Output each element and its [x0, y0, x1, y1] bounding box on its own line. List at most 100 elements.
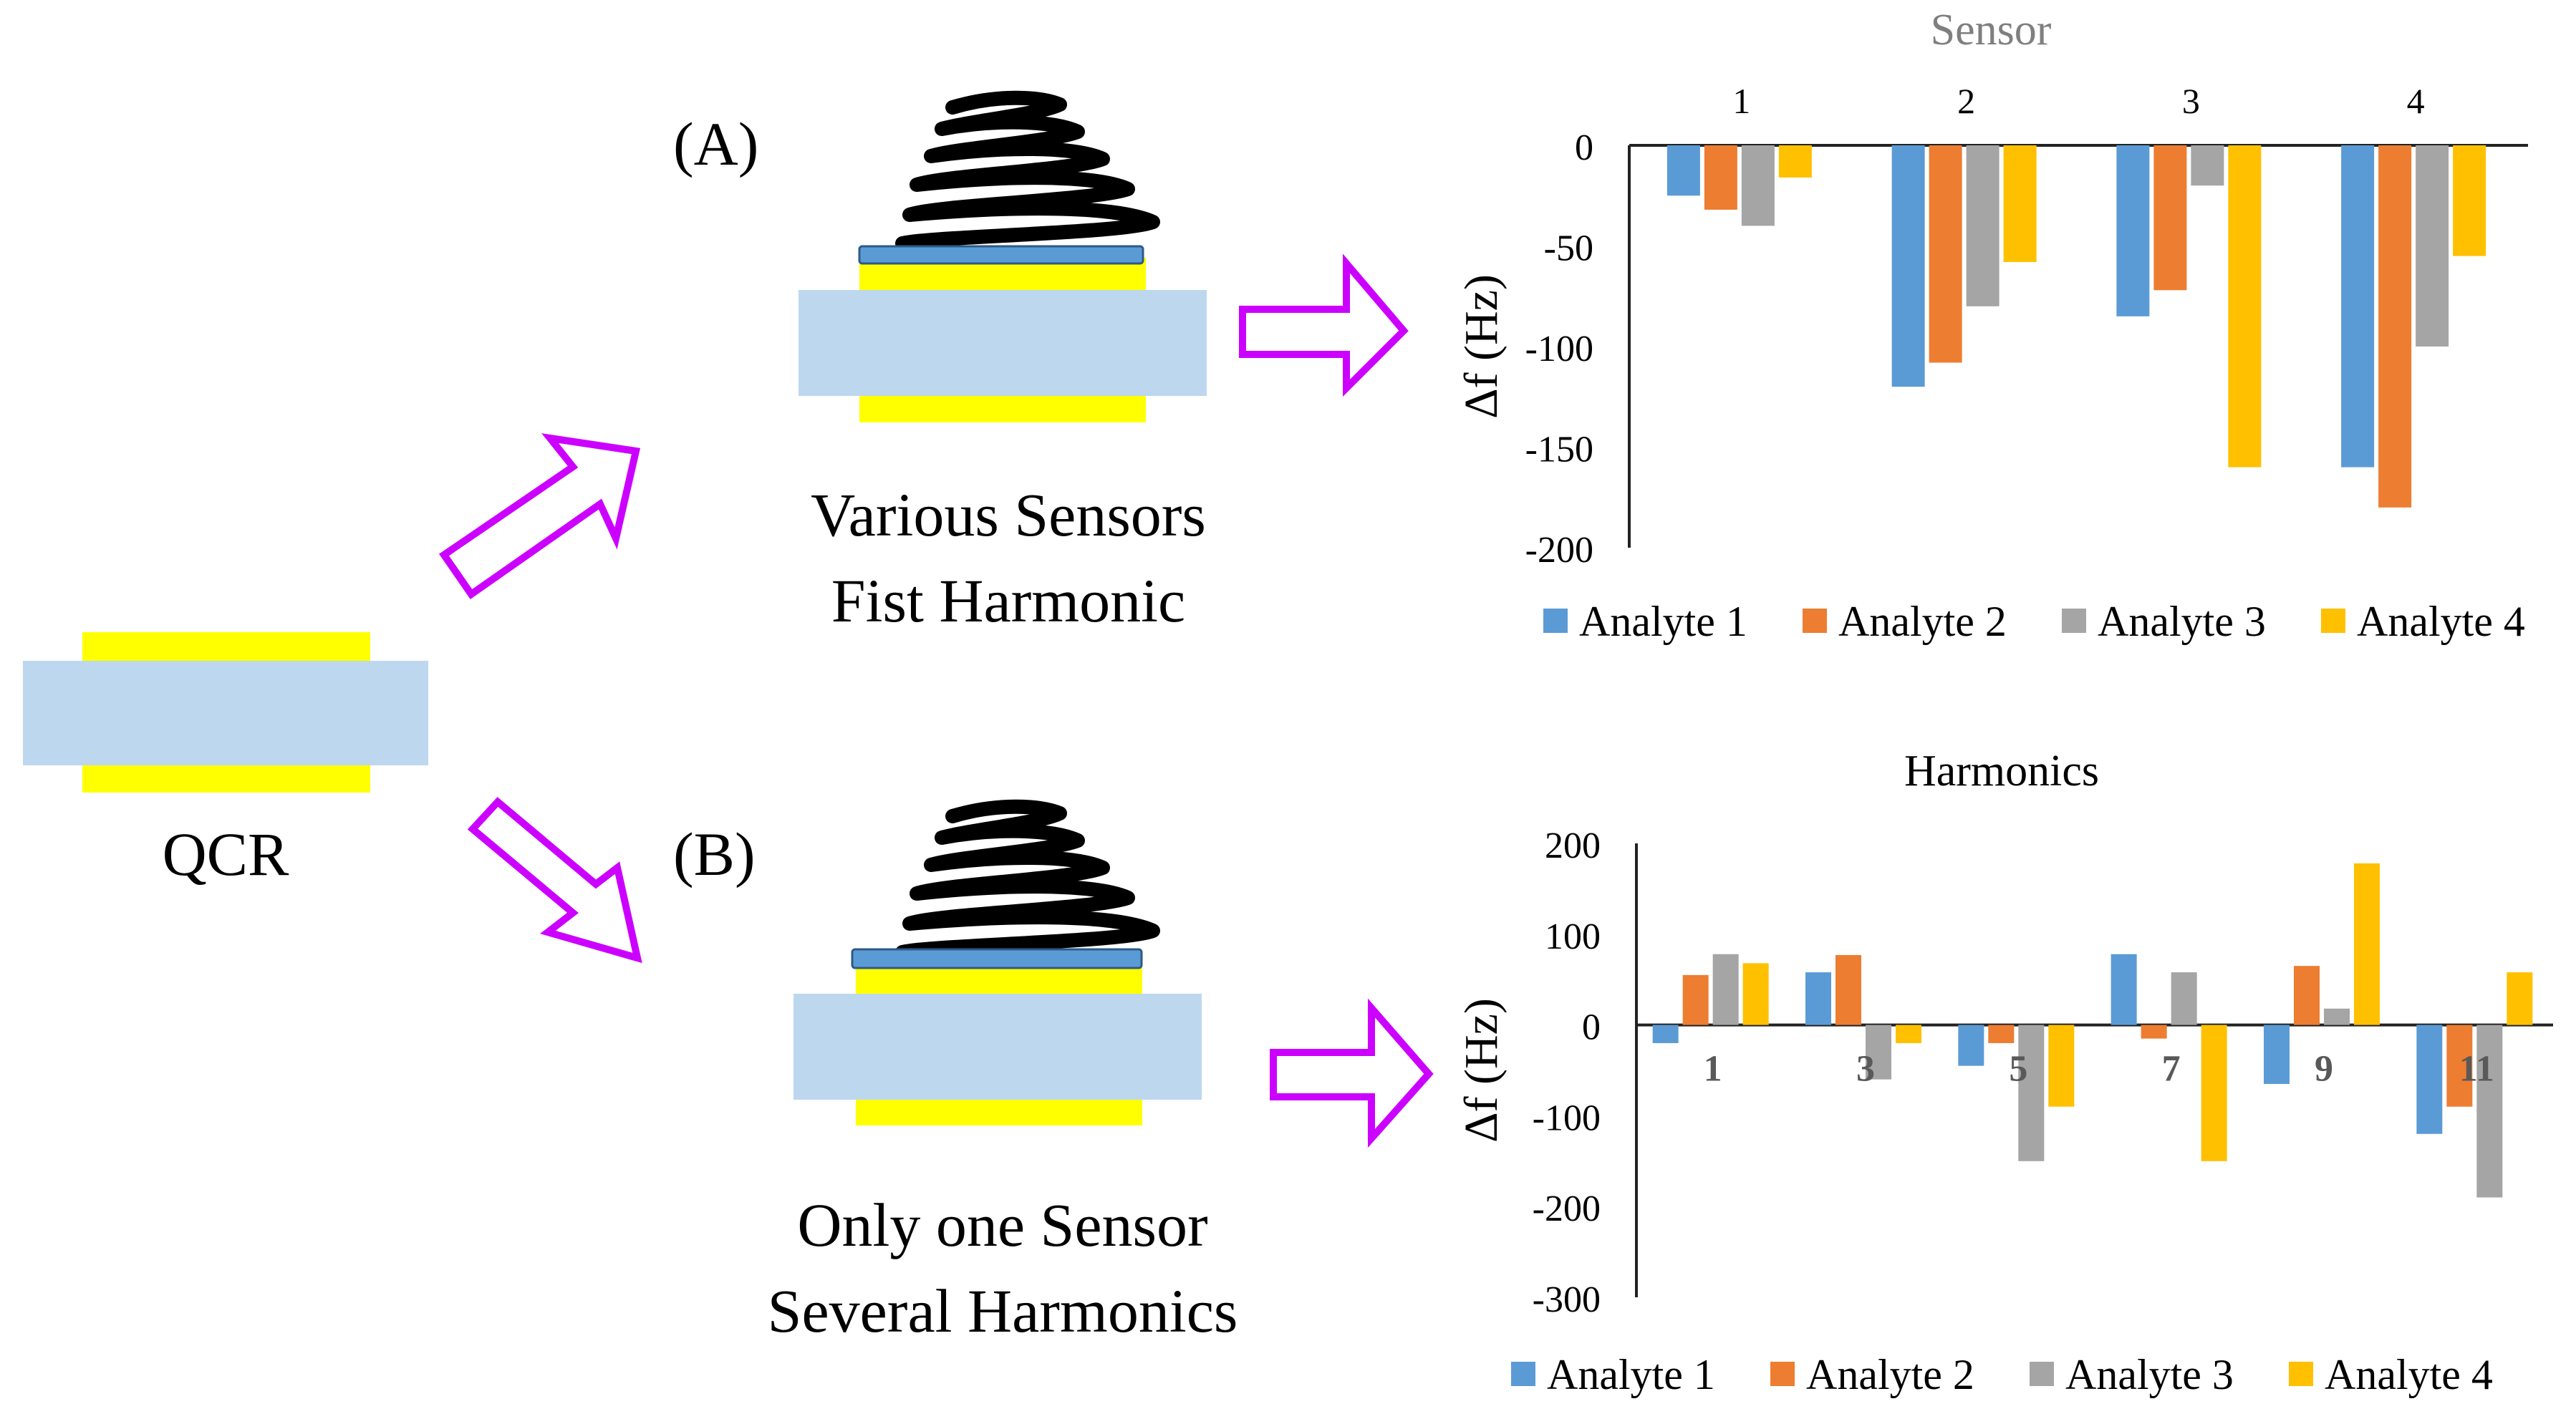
- coil-b-icon: [902, 807, 1153, 952]
- legend-swatch: [1511, 1362, 1535, 1386]
- x-tick-label: 9: [2315, 1049, 2333, 1090]
- arrow-to-panel-a-icon: [439, 433, 641, 599]
- legend-label: Analyte 3: [2065, 1351, 2234, 1398]
- legend-swatch: [1543, 609, 1568, 633]
- chart-title: Sensor: [1931, 6, 2052, 54]
- legend-label: Analyte 4: [2357, 598, 2525, 645]
- y-axis-label: Δf (Hz): [1455, 998, 1508, 1143]
- bar: [2453, 145, 2486, 256]
- legend-swatch: [1803, 609, 1827, 633]
- sensor-a-bottom-electrode: [859, 392, 1146, 422]
- x-tick-label: 3: [1856, 1049, 1875, 1090]
- bar: [2018, 1025, 2045, 1161]
- qcr-bottom-electrode: [82, 762, 370, 793]
- legend-swatch: [2289, 1362, 2313, 1386]
- legend-label: Analyte 4: [2325, 1351, 2493, 1398]
- y-tick-label: 0: [1575, 127, 1593, 168]
- sensor-b: [793, 948, 1202, 1125]
- x-tick-label: 4: [2407, 81, 2425, 121]
- bar: [2153, 145, 2187, 291]
- bar: [2201, 1025, 2227, 1161]
- panel-b-caption-line2: Several Harmonics: [768, 1277, 1238, 1345]
- bar: [2354, 863, 2380, 1025]
- bar: [1896, 1025, 1921, 1043]
- bar: [1988, 1025, 2015, 1043]
- sensor-bar-chart: Sensor 0 -50 -100 -150 -200 Δf (Hz) 1 2 3 4 Analyte…: [1455, 6, 2528, 645]
- bar: [2048, 1025, 2075, 1107]
- bar: [2324, 1008, 2350, 1025]
- bar: [1704, 145, 1737, 210]
- x-tick-label: 1: [1732, 81, 1750, 121]
- bar: [1835, 954, 1861, 1025]
- bar: [1652, 1025, 1679, 1043]
- bar: [1866, 1025, 1891, 1080]
- x-tick-label: 5: [2009, 1049, 2027, 1090]
- bar: [1966, 145, 1999, 306]
- harmonics-bar-chart: Harmonics 200 100 0 -100 -200 -300 Δf (Hz) 1 3 5 7 9…: [1455, 747, 2553, 1398]
- y-axis-label: Δf (Hz): [1455, 274, 1508, 419]
- bar: [2111, 954, 2137, 1025]
- legend-label: Analyte 2: [1838, 598, 2007, 645]
- panel-a-tag: (A): [673, 110, 758, 178]
- bar: [1958, 1025, 1984, 1066]
- bar: [1742, 963, 1769, 1025]
- coil-a-icon: [902, 98, 1153, 243]
- bar: [1929, 145, 1962, 363]
- bar: [2228, 145, 2262, 468]
- bar: [2264, 1025, 2290, 1085]
- sensor-a: [799, 245, 1207, 422]
- bar: [2476, 1025, 2503, 1198]
- x-tick-label: 1: [1704, 1049, 1722, 1090]
- sensor-b-coating: [851, 948, 1143, 969]
- x-tick-label: 2: [1957, 81, 1975, 121]
- panel-a-caption-line1: Various Sensors: [811, 480, 1206, 549]
- bar: [2003, 145, 2037, 262]
- bar: [2341, 145, 2375, 468]
- bar: [2294, 966, 2320, 1025]
- y-tick-label: 100: [1545, 916, 1601, 957]
- y-tick-label: -100: [1525, 329, 1593, 369]
- qcr-label: QCR: [163, 820, 289, 888]
- arrow-to-panel-b-icon: [467, 797, 642, 964]
- bar: [1805, 972, 1831, 1025]
- bar: [2416, 145, 2449, 347]
- legend-swatch: [2321, 609, 2345, 633]
- bar: [2378, 145, 2412, 508]
- legend-label: Analyte 1: [1547, 1351, 1715, 1398]
- y-tick-label: -200: [1525, 530, 1593, 571]
- bar: [1666, 145, 1700, 196]
- bar: [2416, 1025, 2443, 1134]
- y-tick-label: -150: [1525, 430, 1593, 470]
- panel-b-caption-line1: Only one Sensor: [797, 1191, 1207, 1259]
- y-tick-label: -200: [1533, 1188, 1601, 1229]
- qcr-quartz: [23, 661, 428, 765]
- bar: [1741, 145, 1775, 226]
- y-tick-label: 0: [1582, 1007, 1601, 1048]
- bar: [1778, 145, 1812, 178]
- bar: [2171, 972, 2197, 1025]
- bar: [2446, 1025, 2473, 1107]
- legend-label: Analyte 1: [1579, 598, 1747, 645]
- x-tick-label: 3: [2182, 81, 2200, 121]
- bar: [2191, 145, 2224, 186]
- legend-swatch: [2030, 1362, 2054, 1386]
- legend-swatch: [2062, 609, 2086, 633]
- panel-b-tag: (B): [673, 820, 756, 888]
- chart-title: Harmonics: [1904, 747, 2099, 795]
- y-tick-label: -50: [1544, 228, 1593, 269]
- sensor-a-quartz: [799, 290, 1207, 396]
- x-tick-label: 11: [2459, 1049, 2494, 1090]
- bar: [2116, 145, 2150, 316]
- arrow-panel-a-to-chart-icon: [1239, 253, 1409, 397]
- qcr-top-electrode: [82, 632, 370, 662]
- arrow-panel-b-to-chart-icon: [1270, 998, 1434, 1148]
- bar: [1682, 974, 1709, 1025]
- legend-swatch: [1770, 1362, 1795, 1386]
- sensor-b-quartz: [793, 994, 1202, 1100]
- y-tick-label: 200: [1545, 825, 1601, 866]
- y-tick-label: -100: [1533, 1098, 1601, 1138]
- sensor-a-coating: [858, 245, 1144, 265]
- bar: [2507, 972, 2533, 1025]
- bar: [2141, 1025, 2167, 1039]
